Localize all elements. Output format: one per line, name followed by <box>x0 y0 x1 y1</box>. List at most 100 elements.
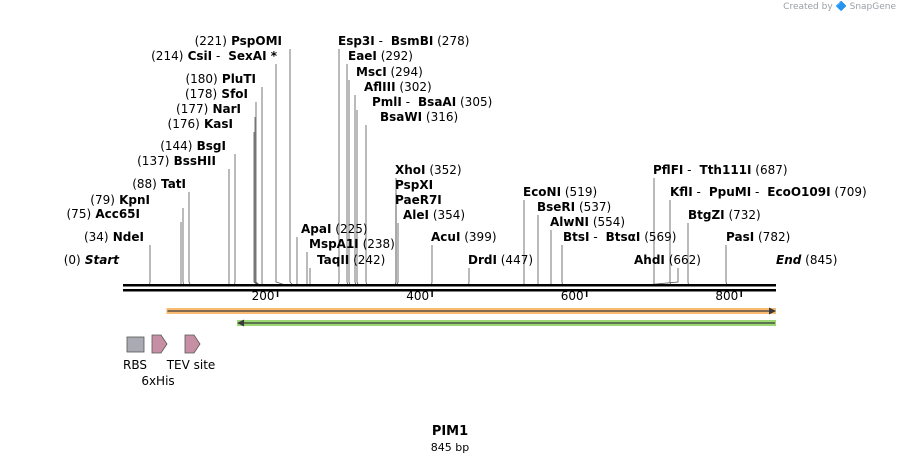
site-leader-acui <box>430 245 433 287</box>
site-label-part: BtsI <box>563 230 590 244</box>
site-label-part: PluTI <box>218 72 256 86</box>
site-label-acui[interactable]: AcuI (399) <box>431 230 497 244</box>
site-label-bseri[interactable]: BseRI (537) <box>537 200 611 214</box>
site-label-bsshii[interactable]: (137) BssHII <box>137 154 216 168</box>
ruler-tick-label: 800 <box>715 289 738 303</box>
site-label-part: (447) <box>497 253 533 267</box>
site-label-bsgi[interactable]: (144) BsgI <box>160 139 226 153</box>
site-label-drdi[interactable]: DrdI (447) <box>468 253 533 267</box>
site-label-part: BsaWI <box>380 110 422 124</box>
site-label-part: - <box>693 185 705 199</box>
ruler-bottom-strand <box>123 289 776 292</box>
site-label-end[interactable]: End (845) <box>776 253 837 267</box>
site-label-pspxi[interactable]: PspXI <box>395 178 433 192</box>
legend-item-rbs[interactable]: RBS <box>123 336 147 372</box>
site-label-mspa1i[interactable]: MspA1I (238) <box>309 237 395 251</box>
site-label-part: EcoO109I <box>763 185 830 199</box>
site-label-esp3i[interactable]: Esp3I - BsmBI (278) <box>338 34 469 48</box>
legend-swatch-6xhis <box>151 334 168 354</box>
feature-orf-forward[interactable] <box>166 307 776 315</box>
legend-swatch-tev <box>184 334 201 354</box>
site-leader-sfoi <box>255 102 261 287</box>
site-label-acc65i[interactable]: (75) Acc65I <box>67 207 141 221</box>
site-label-bsawi[interactable]: BsaWI (316) <box>380 110 458 124</box>
snapgene-credit: Created by 🔷 SnapGene <box>783 2 896 12</box>
site-label-part: BssHII <box>169 154 216 168</box>
site-label-btgzi[interactable]: BtgZI (732) <box>688 208 761 222</box>
site-label-eaei[interactable]: EaeI (292) <box>348 49 413 63</box>
feature-orf-reverse[interactable] <box>237 319 777 327</box>
site-leader-btsi <box>561 245 564 287</box>
site-label-part: (137) <box>137 154 169 168</box>
site-label-alwni[interactable]: AlwNI (554) <box>550 215 625 229</box>
site-label-part: PflFI <box>653 163 683 177</box>
site-label-pflfi[interactable]: PflFI - Tth111I (687) <box>653 163 788 177</box>
site-leader-bsgi <box>233 154 236 287</box>
site-label-kasi[interactable]: (176) KasI <box>168 117 233 131</box>
site-leader-paer7i <box>394 208 397 287</box>
ruler-tick-label: 200 <box>252 289 275 303</box>
site-label-part: (352) <box>426 163 462 177</box>
feature-tracks <box>166 307 777 327</box>
site-label-taqii[interactable]: TaqII (242) <box>317 253 385 267</box>
construct-length: 845 bp <box>430 441 470 454</box>
site-label-part: AlwNI <box>550 215 589 229</box>
site-leader-pspomi <box>289 49 295 287</box>
site-label-tati[interactable]: (88) TatI <box>132 177 186 191</box>
site-leader-kpni <box>182 208 185 287</box>
site-label-part: AflIII <box>364 80 396 94</box>
site-label-part: BtsαI <box>601 230 640 244</box>
site-label-apai[interactable]: ApaI (225) <box>301 222 368 236</box>
site-label-part: DrdI <box>468 253 497 267</box>
site-label-afliii[interactable]: AflIII (302) <box>364 80 432 94</box>
site-label-part: (316) <box>422 110 458 124</box>
site-label-part: - <box>375 34 387 48</box>
site-label-alei[interactable]: AleI (354) <box>403 208 465 222</box>
site-leader-ndei <box>148 245 151 287</box>
site-label-pasi[interactable]: PasI (782) <box>726 230 790 244</box>
site-label-part: PasI <box>726 230 754 244</box>
site-label-part: (238) <box>359 237 395 251</box>
site-label-part: (177) <box>176 102 208 116</box>
site-label-kfli[interactable]: KflI - PpuMI - EcoO109I (709) <box>670 185 867 199</box>
site-label-part: KpnI <box>115 193 150 207</box>
sequence-ruler: 200 400 600 800 <box>123 284 776 303</box>
site-label-xhoi[interactable]: XhoI (352) <box>395 163 462 177</box>
site-label-part: BtgZI <box>688 208 725 222</box>
site-label-part: - <box>212 49 224 63</box>
site-label-part: (662) <box>665 253 701 267</box>
site-label-pmli[interactable]: PmlI - BsaAI (305) <box>372 95 492 109</box>
site-label-part: (845) <box>801 253 837 267</box>
site-label-part: BsmBI <box>387 34 434 48</box>
site-label-part: BseRI <box>537 200 575 214</box>
site-label-kpni[interactable]: (79) KpnI <box>90 193 150 207</box>
site-label-ndei[interactable]: (34) NdeI <box>84 230 144 244</box>
site-label-part: XhoI <box>395 163 426 177</box>
site-label-part: NdeI <box>109 230 144 244</box>
site-label-part: (242) <box>349 253 385 267</box>
site-label-part: SfoI <box>217 87 248 101</box>
site-leader-pasi <box>725 245 728 287</box>
legend-item-tev[interactable]: TEV site <box>166 334 216 372</box>
site-leader-tati <box>188 192 192 287</box>
site-label-part: PspOMI <box>227 34 282 48</box>
site-label-part: PaeR7I <box>395 193 442 207</box>
site-label-csii[interactable]: (214) CsiI - SexAI * <box>151 49 278 63</box>
site-label-sfoi[interactable]: (178) SfoI <box>185 87 248 101</box>
legend-label-tev: TEV site <box>166 358 216 372</box>
site-label-part: (302) <box>396 80 432 94</box>
site-label-pspomi[interactable]: (221) PspOMI <box>195 34 282 48</box>
site-label-part: SexAI * <box>224 49 278 63</box>
site-label-btsi[interactable]: BtsI - BtsαI (569) <box>563 230 676 244</box>
site-label-econi[interactable]: EcoNI (519) <box>523 185 597 199</box>
site-label-part: (75) <box>67 207 92 221</box>
site-label-start[interactable]: (0) Start <box>64 253 121 267</box>
site-leader-csii <box>275 64 289 287</box>
site-label-paer7i[interactable]: PaeR7I <box>395 193 442 207</box>
legend-item-6xhis[interactable]: 6xHis <box>141 334 175 388</box>
site-label-pluti[interactable]: (180) PluTI <box>185 72 256 86</box>
feature-legend: RBS 6xHis TEV site <box>123 334 216 388</box>
site-label-nari[interactable]: (177) NarI <box>176 102 241 116</box>
site-label-ahdi[interactable]: AhdI (662) <box>634 253 701 267</box>
site-label-msci[interactable]: MscI (294) <box>356 65 423 79</box>
